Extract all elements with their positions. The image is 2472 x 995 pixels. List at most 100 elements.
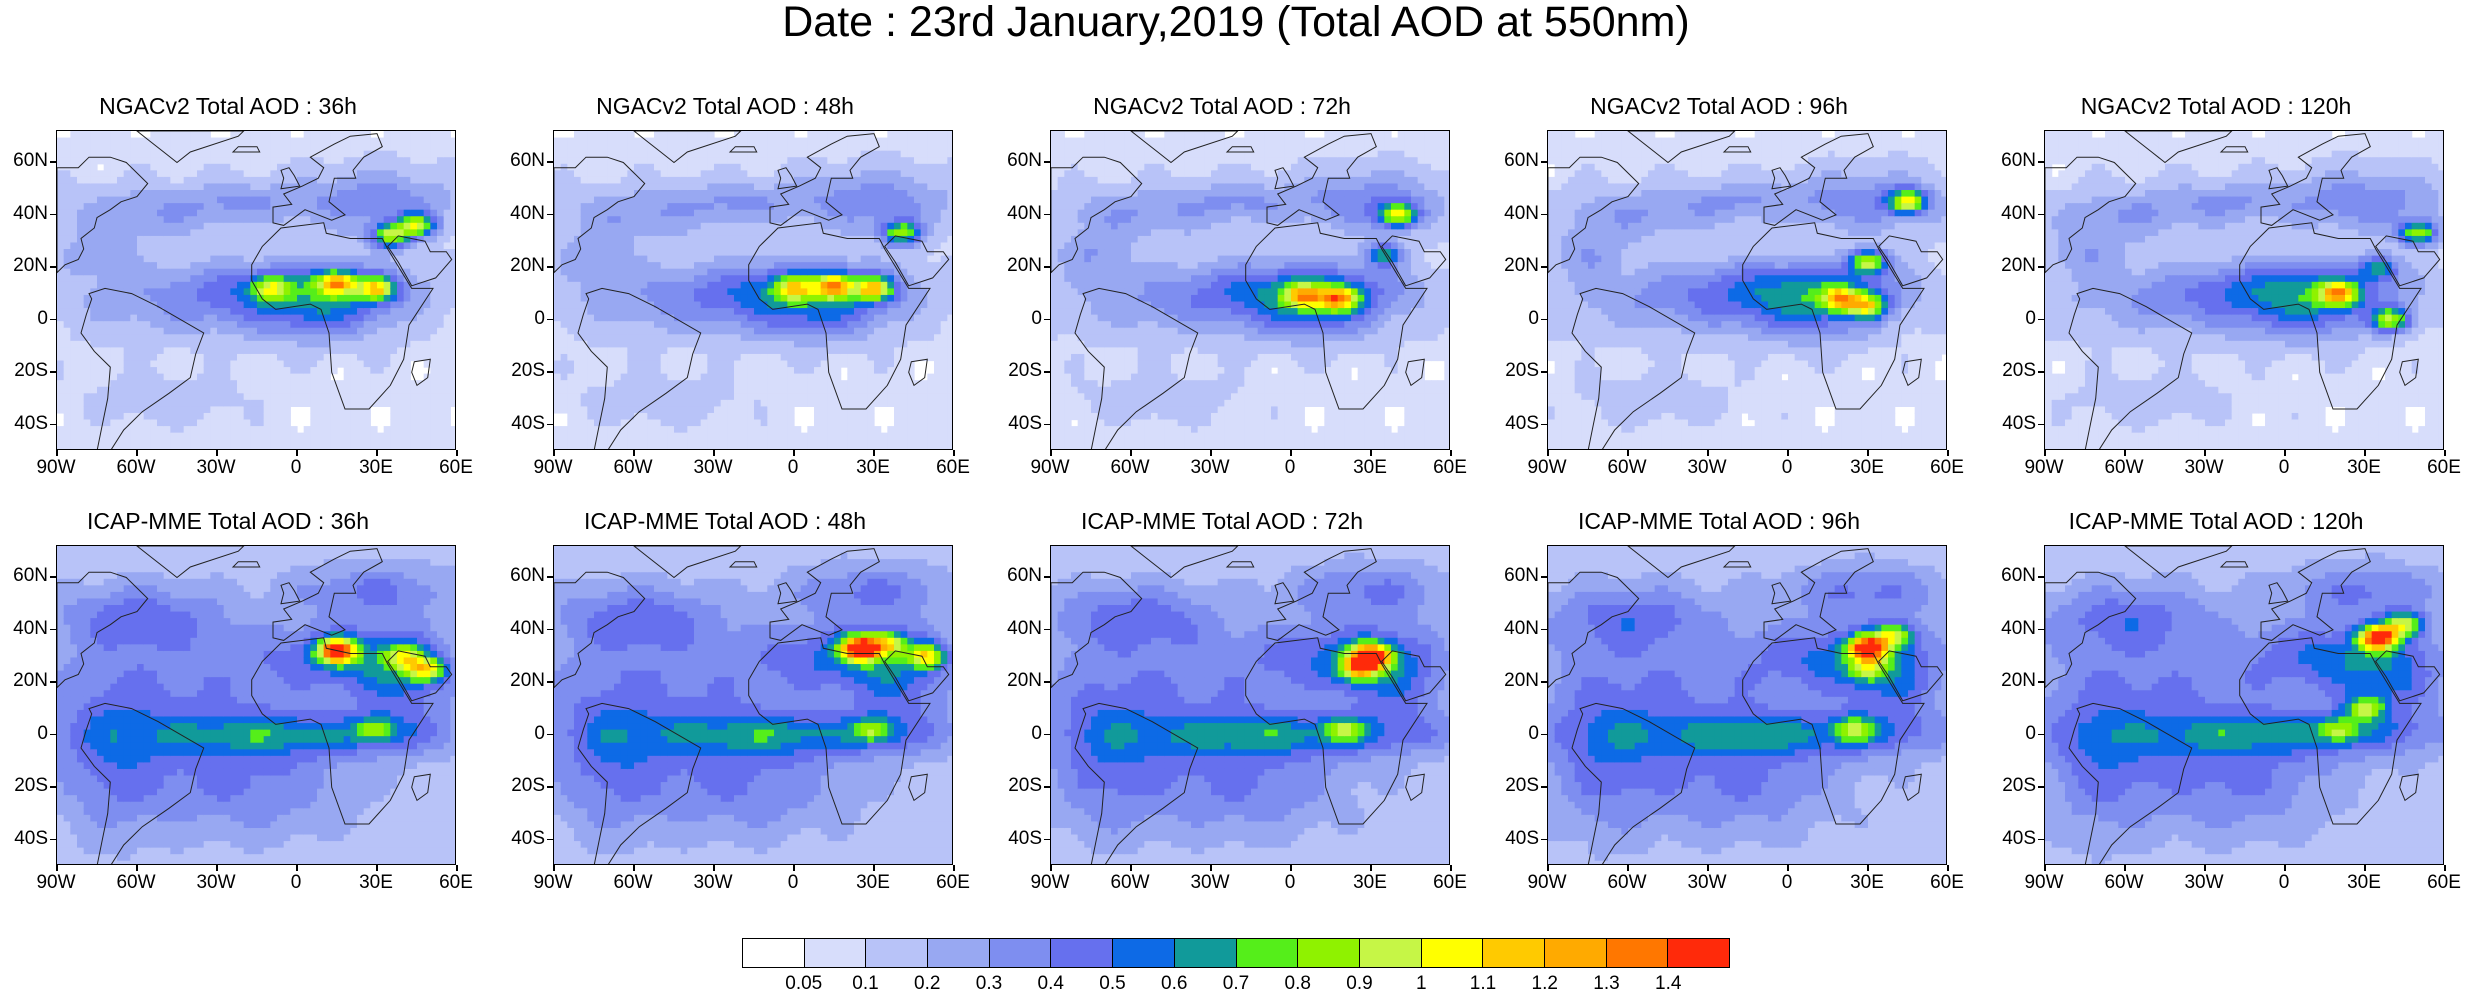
latitude-tick-mark	[2038, 423, 2044, 426]
coastline	[1763, 133, 1874, 226]
coastline	[1274, 167, 1295, 190]
longitude-tick-label: 30E	[1837, 873, 1897, 893]
latitude-tick-label: 20S	[1988, 361, 2036, 381]
coastline	[1051, 156, 1143, 274]
aod-field	[2045, 131, 2443, 449]
longitude-tick-mark	[1707, 450, 1709, 456]
map-panel: ICAP-MME Total AOD : 48h 60N 40N 20N 0 20S 40S…	[497, 507, 970, 927]
coastline	[633, 546, 742, 579]
latitude-tick-label: 20S	[1491, 776, 1539, 796]
coastline	[1763, 548, 1874, 641]
coastline	[2260, 133, 2371, 226]
latitude-tick-label: 60N	[1491, 151, 1539, 171]
longitude-tick-mark	[1050, 865, 1052, 871]
latitude-tick-label: 20S	[994, 776, 1042, 796]
colorbar-swatch	[1298, 939, 1360, 967]
coastline	[387, 235, 453, 287]
coastline	[728, 146, 758, 153]
latitude-tick-label: 60N	[1988, 566, 2036, 586]
latitude-tick-mark	[1044, 576, 1050, 578]
longitude-tick-label: 30E	[843, 458, 903, 478]
latitude-tick-mark	[2038, 318, 2044, 321]
longitude-tick-label: 60W	[106, 458, 166, 478]
latitude-tick-label: 40N	[0, 618, 48, 639]
latitude-tick-mark	[2038, 213, 2044, 216]
latitude-tick-mark	[1044, 161, 1050, 163]
colorbar-swatch	[1051, 939, 1114, 967]
colorbar-swatch	[743, 939, 805, 967]
aod-map	[553, 545, 953, 865]
latitude-tick-mark	[547, 628, 553, 631]
longitude-tick-label: 60E	[426, 873, 486, 893]
longitude-tick-label: 30E	[843, 873, 903, 893]
panel-title: ICAP-MME Total AOD : 96h	[1491, 507, 1947, 535]
longitude-tick-mark	[296, 865, 298, 871]
colorbar-swatch	[1483, 939, 1545, 967]
latitude-tick-mark	[50, 576, 56, 578]
latitude-tick-label: 20S	[1491, 361, 1539, 381]
aod-field	[1051, 546, 1449, 864]
coastline	[2399, 773, 2419, 802]
coastline	[1245, 637, 1428, 825]
latitude-tick-mark	[1541, 786, 1547, 788]
longitude-tick-mark	[633, 865, 635, 871]
longitude-tick-mark	[1450, 865, 1452, 871]
longitude-tick-mark	[2284, 450, 2286, 456]
longitude-tick-label: 60W	[603, 458, 663, 478]
coastline	[2124, 131, 2233, 164]
longitude-tick-label: 30W	[186, 873, 246, 893]
coastline	[80, 287, 205, 449]
latitude-tick-mark	[547, 681, 553, 683]
longitude-tick-mark	[1787, 450, 1789, 456]
longitude-tick-mark	[56, 865, 58, 871]
latitude-tick-mark	[1541, 423, 1547, 426]
longitude-tick-label: 60W	[106, 873, 166, 893]
latitude-tick-mark	[2038, 576, 2044, 578]
map-panel: NGACv2 Total AOD : 36h 60N 40N 20N 0 20S 40S 90…	[0, 92, 473, 512]
colorbar-level-label: 1.1	[1453, 974, 1513, 994]
coastline	[908, 773, 928, 802]
latitude-tick-label: 0	[1491, 308, 1539, 329]
colorbar-swatch	[1421, 939, 1484, 967]
latitude-tick-label: 20S	[0, 776, 48, 796]
longitude-tick-mark	[2364, 865, 2366, 871]
longitude-tick-mark	[953, 865, 955, 871]
latitude-tick-mark	[2038, 266, 2044, 268]
coastline	[748, 222, 931, 410]
latitude-tick-mark	[1044, 681, 1050, 683]
coastline	[2068, 287, 2193, 449]
coastline	[769, 548, 880, 641]
coastline	[1274, 582, 1295, 605]
longitude-tick-label: 30W	[683, 873, 743, 893]
panel-title: ICAP-MME Total AOD : 36h	[0, 507, 456, 535]
latitude-tick-label: 40N	[1491, 618, 1539, 639]
latitude-tick-label: 40N	[1491, 203, 1539, 224]
colorbar-level-label: 0.7	[1206, 974, 1266, 994]
colorbar-level-label: 0.9	[1330, 974, 1390, 994]
coastline	[884, 235, 950, 287]
latitude-tick-label: 0	[1988, 723, 2036, 744]
latitude-tick-label: 20N	[1491, 671, 1539, 691]
colorbar-level-label: 0.6	[1144, 974, 1204, 994]
coastline	[1722, 561, 1752, 568]
map-panel: NGACv2 Total AOD : 48h 60N 40N 20N 0 20S 40S 90…	[497, 92, 970, 512]
longitude-tick-mark	[216, 450, 218, 456]
coastline	[2045, 571, 2137, 689]
longitude-tick-mark	[1290, 450, 1292, 456]
aod-field	[554, 131, 952, 449]
latitude-tick-mark	[547, 266, 553, 268]
aod-map	[2044, 130, 2444, 450]
longitude-tick-mark	[376, 450, 378, 456]
coastline	[411, 773, 431, 802]
latitude-tick-mark	[547, 161, 553, 163]
coastline	[2375, 650, 2441, 702]
aod-field	[2045, 546, 2443, 864]
longitude-tick-mark	[1867, 865, 1869, 871]
longitude-tick-mark	[2124, 865, 2126, 871]
latitude-tick-label: 40S	[994, 828, 1042, 849]
colorbar-level-label: 0.5	[1083, 974, 1143, 994]
colorbar-level-label: 0.1	[836, 974, 896, 994]
latitude-tick-mark	[547, 371, 553, 373]
latitude-tick-label: 20S	[994, 361, 1042, 381]
longitude-tick-label: 30W	[1180, 458, 1240, 478]
